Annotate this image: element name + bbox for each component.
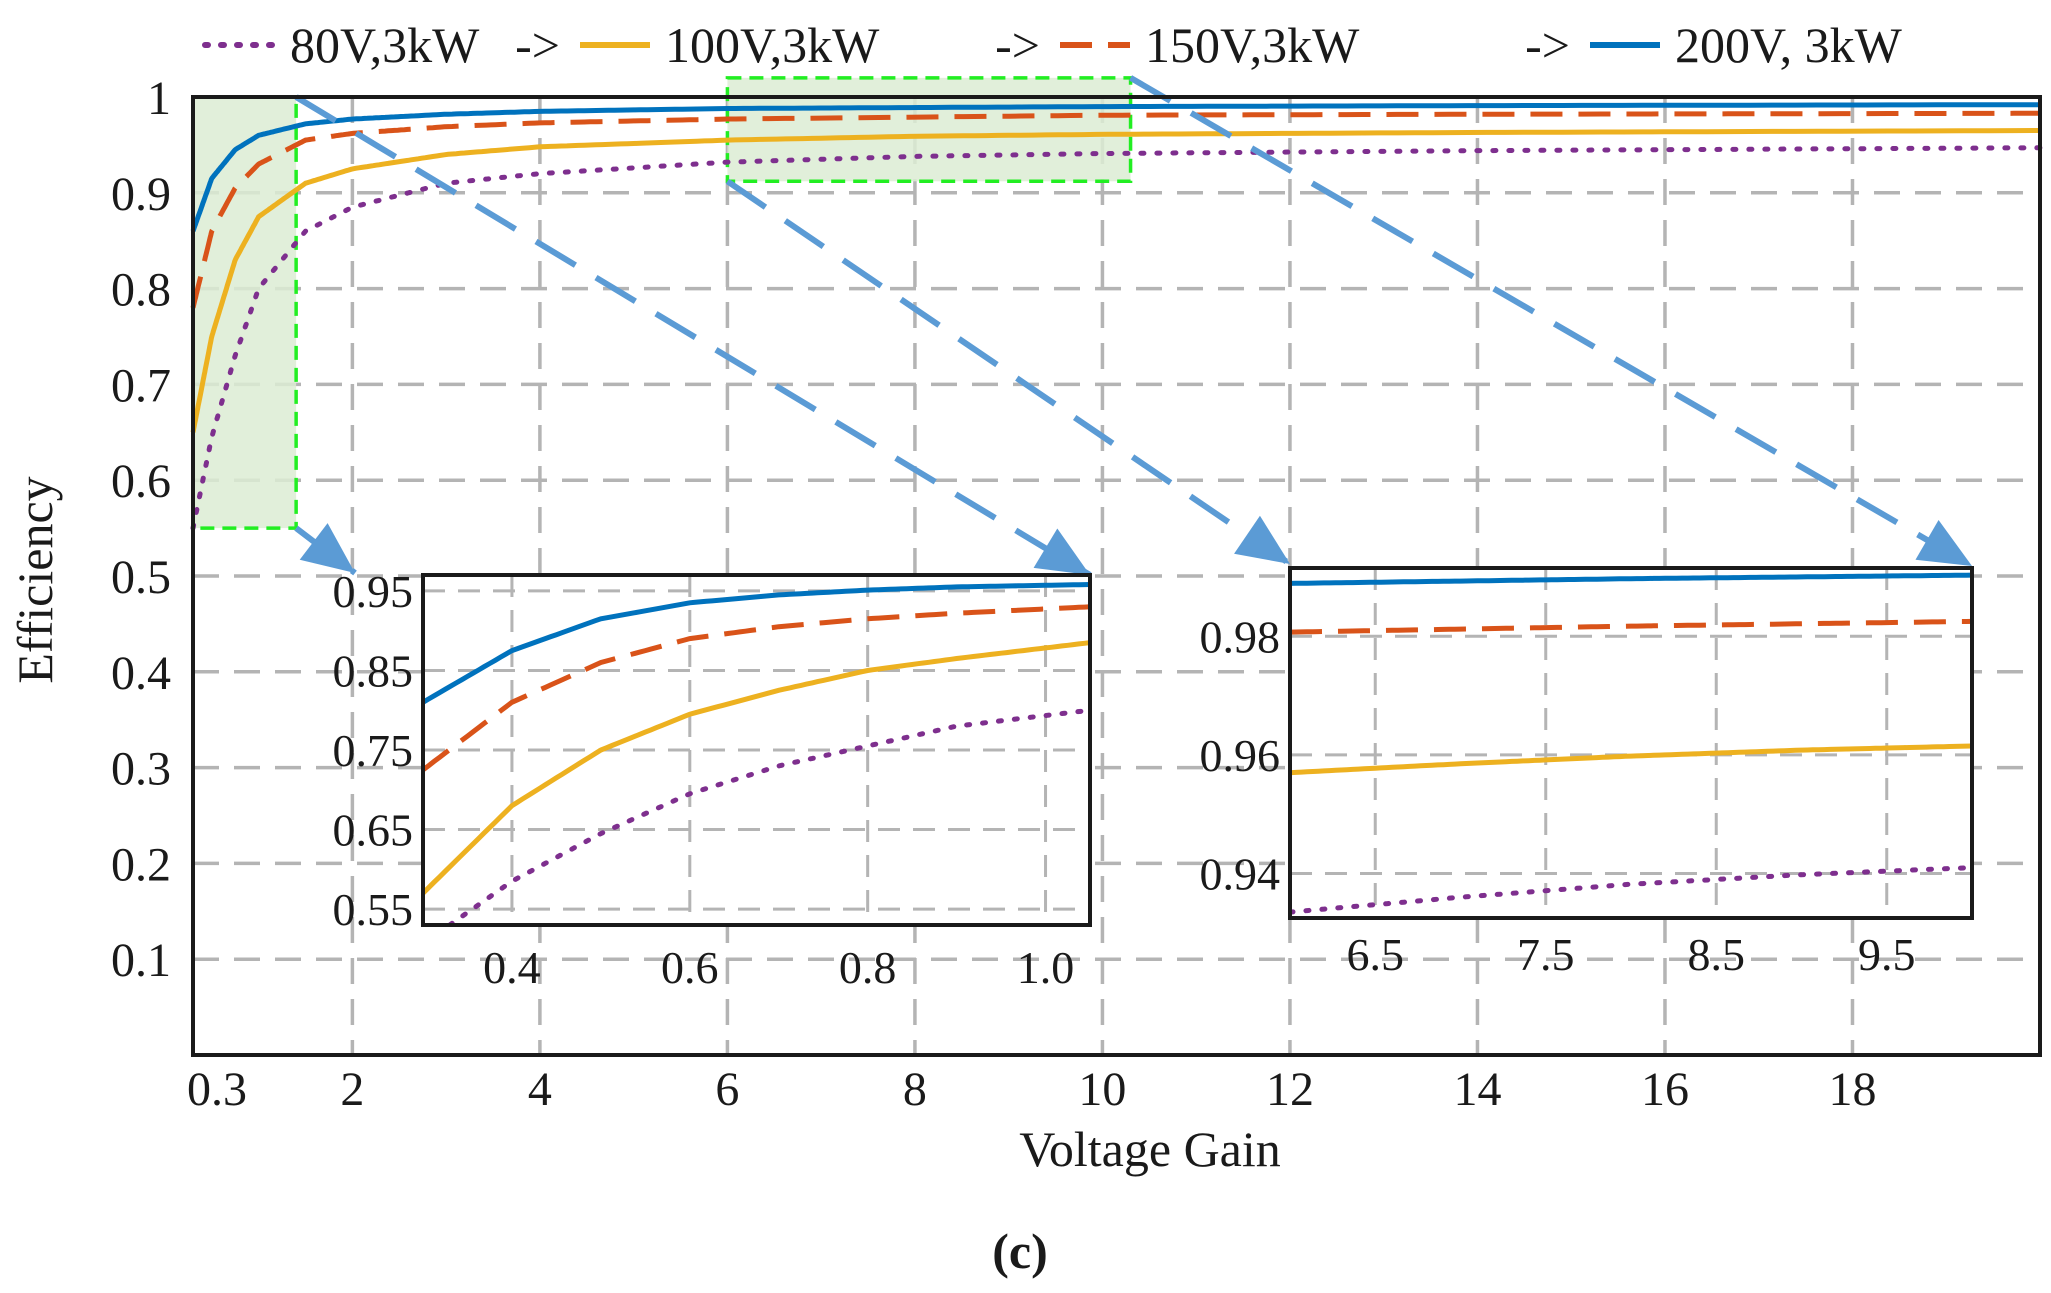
inset-y-tick-label: 0.98 [1200,611,1281,662]
x-axis-label: Voltage Gain [1019,1121,1281,1177]
arrow-head [1234,515,1290,564]
inset-frame [1288,566,1974,920]
inset-x-tick-label: 6.5 [1347,929,1405,980]
x-tick-label: 14 [1453,1063,1501,1116]
legend-label: 200V, 3kW [1675,17,1903,73]
inset-low-gain: 0.4 0.6 0.8 1.0 0.55 0.65 0.75 0.85 0.95 [333,566,1092,993]
legend-label: 80V,3kW [290,17,480,73]
x-tick-label: 16 [1641,1063,1689,1116]
zoom-arrow [1129,75,1974,569]
zoom-region [191,95,298,530]
y-tick-label: 0.9 [111,168,171,221]
legend-arrow: -> [1525,17,1570,73]
inset-x-tick-label: 0.4 [483,942,541,993]
x-tick-label: 6 [715,1063,739,1116]
x-tick-label: 18 [1828,1063,1876,1116]
x-tick-label: 0.3 [187,1063,247,1116]
inset-y-tick-label: 0.95 [333,566,414,617]
inset-y-tick-label: 0.75 [333,725,414,776]
legend-arrow: -> [995,17,1040,73]
zoom-highlights [191,76,1133,530]
y-axis-label: Efficiency [7,476,63,683]
series-line [190,110,2040,309]
arrow-head [299,523,355,573]
figure-label: (c) [992,1223,1048,1279]
x-tick-label: 4 [528,1063,552,1116]
inset-series-line [447,707,1090,925]
inset-x-tick-label: 1.0 [1017,942,1075,993]
series-line [190,128,2041,433]
x-tick-label: 2 [340,1063,364,1116]
legend-label: 150V,3kW [1145,17,1360,73]
y-tick-label: 0.8 [111,264,171,317]
arrow-head [1033,528,1090,575]
inset-x-tick-label: 8.5 [1688,929,1746,980]
y-tick-label: 0.2 [111,838,171,891]
inset-x-tick-label: 9.5 [1858,929,1916,980]
y-tick-label: 0.6 [111,455,171,508]
zoom-arrow [294,94,1092,578]
series-line [190,102,2040,232]
inset-y-tick-label: 0.65 [333,805,414,856]
inset-mid-gain: 6.5 7.5 8.5 9.5 0.94 0.96 0.98 [1200,566,1974,980]
series-line [190,145,2043,531]
legend-label: 100V,3kW [665,17,880,73]
inset-series-line [1290,743,1972,776]
y-tick-label: 1 [147,72,171,125]
legend: 80V,3kW -> 100V,3kW -> 150V,3kW -> 200V, 3kW [202,17,1903,73]
main-series [190,102,2043,531]
inset-x-tick-label: 0.8 [839,942,897,993]
inset-series-line [1290,618,1972,635]
inset-x-tick-label: 0.6 [661,942,719,993]
x-tick-label: 8 [903,1063,927,1116]
zoom-arrows [294,75,1974,578]
inset-series-line [1290,865,1972,915]
y-tick-label: 0.1 [111,934,171,987]
inset-series-line [423,582,1090,705]
inset-y-tick-label: 0.96 [1200,730,1281,781]
inset-series-line [423,640,1090,895]
inset-x-tick-label: 7.5 [1517,929,1575,980]
x-tick-label: 10 [1078,1063,1126,1116]
plot-frame [191,95,2042,1057]
legend-arrow: -> [515,17,560,73]
x-tick-label: 12 [1266,1063,1314,1116]
inset-y-tick-label: 0.94 [1200,849,1281,900]
y-tick-label: 0.5 [111,551,171,604]
y-tick-label: 0.4 [111,647,171,700]
zoom-region [725,76,1133,184]
inset-series-line [1290,572,1972,586]
inset-series-line [423,604,1090,772]
inset-y-tick-label: 0.55 [333,884,414,935]
inset-y-tick-label: 0.85 [333,646,414,697]
inset-frame [421,573,1092,927]
zoom-arrow [725,178,1292,567]
y-tick-label: 0.3 [111,743,171,796]
main-axes: 0.3 2 4 6 8 10 12 14 16 18 0.1 0.2 0.3 0.4 0.5 0.6 0.7 0.… [111,72,2042,1116]
arrow-head [1915,520,1972,566]
y-tick-label: 0.7 [111,359,171,412]
